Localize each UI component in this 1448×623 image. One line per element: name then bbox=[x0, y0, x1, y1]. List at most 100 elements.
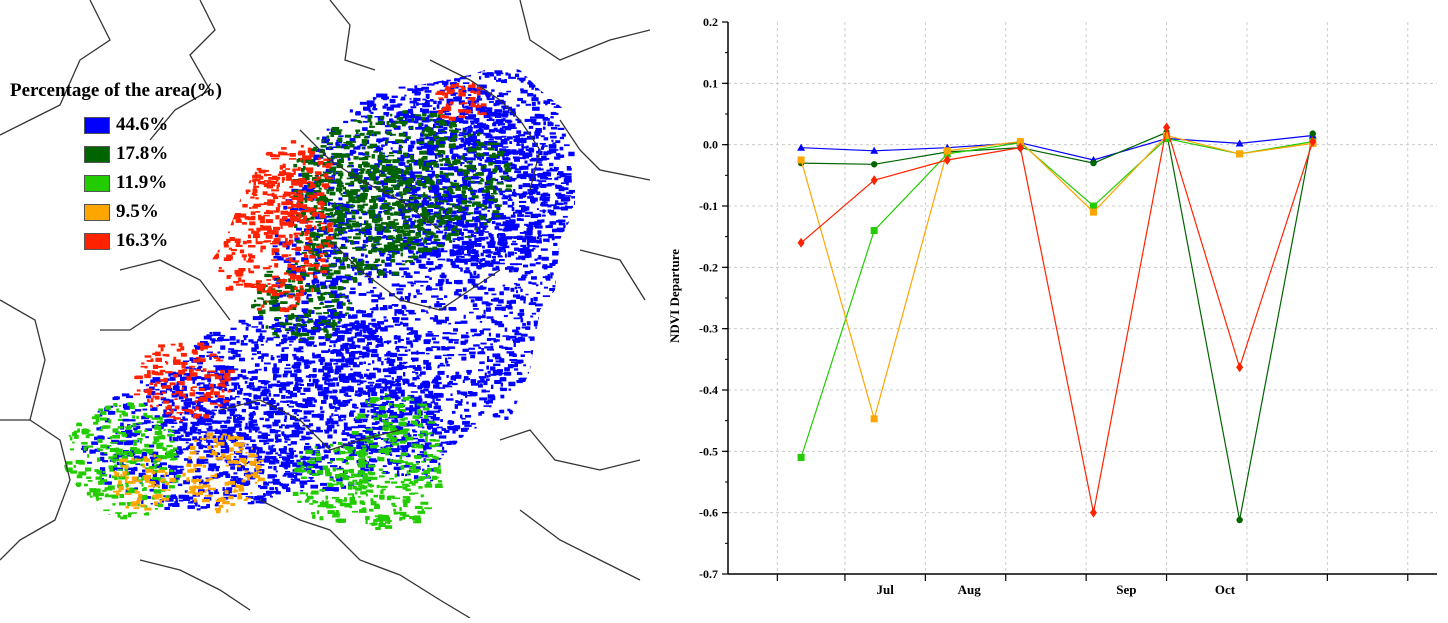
map-speckle bbox=[419, 451, 425, 454]
map-speckle bbox=[367, 375, 375, 378]
map-speckle bbox=[472, 255, 480, 258]
map-speckle bbox=[464, 339, 469, 342]
map-speckle bbox=[273, 490, 278, 494]
map-speckle bbox=[523, 152, 531, 156]
map-speckle bbox=[509, 263, 518, 266]
map-speckle bbox=[428, 269, 432, 272]
map-speckle bbox=[429, 138, 433, 141]
map-speckle bbox=[536, 114, 544, 119]
map-speckle bbox=[557, 296, 565, 301]
map-speckle bbox=[543, 200, 546, 203]
map-speckle bbox=[259, 439, 267, 443]
map-speckle bbox=[514, 282, 518, 285]
map-speckle bbox=[273, 330, 282, 333]
map-speckle bbox=[426, 261, 434, 266]
map-speckle bbox=[370, 403, 375, 408]
map-speckle bbox=[509, 141, 513, 144]
map-speckle bbox=[453, 265, 459, 269]
map-speckle bbox=[480, 342, 487, 345]
map-speckle bbox=[171, 402, 175, 407]
map-speckle bbox=[403, 236, 407, 240]
map-speckle bbox=[208, 491, 213, 495]
map-speckle bbox=[336, 424, 340, 427]
map-speckle bbox=[547, 238, 550, 243]
map-speckle bbox=[379, 389, 384, 394]
map-speckle bbox=[488, 129, 495, 133]
map-speckle bbox=[400, 246, 409, 250]
map-speckle bbox=[501, 346, 508, 349]
map-speckle bbox=[580, 313, 587, 317]
map-speckle bbox=[548, 322, 552, 325]
map-speckle bbox=[246, 385, 251, 389]
map-speckle bbox=[426, 410, 430, 414]
map-speckle bbox=[551, 236, 555, 241]
map-speckle bbox=[498, 323, 505, 328]
map-speckle bbox=[412, 430, 418, 433]
map-speckle bbox=[178, 396, 184, 400]
map-speckle bbox=[394, 115, 400, 119]
map-speckle bbox=[492, 212, 500, 216]
map-speckle bbox=[410, 282, 416, 285]
map-speckle bbox=[347, 157, 351, 161]
map-speckle bbox=[539, 415, 548, 417]
map-speckle bbox=[385, 155, 389, 158]
map-speckle bbox=[266, 459, 271, 462]
map-speckle bbox=[268, 384, 273, 389]
map-speckle bbox=[463, 376, 469, 381]
map-speckle bbox=[429, 277, 432, 280]
map-speckle bbox=[525, 393, 534, 396]
map-speckle bbox=[414, 171, 422, 174]
map-speckle bbox=[445, 193, 451, 195]
map-speckle bbox=[483, 278, 487, 283]
map-speckle bbox=[539, 210, 547, 212]
map-speckle bbox=[258, 356, 264, 359]
map-speckle bbox=[507, 224, 516, 228]
map-speckle bbox=[229, 411, 236, 415]
map-speckle bbox=[311, 279, 320, 284]
map-speckle bbox=[296, 430, 304, 434]
map-speckle bbox=[520, 318, 524, 323]
map-speckle bbox=[328, 233, 336, 236]
map-speckle bbox=[543, 151, 549, 156]
map-speckle bbox=[550, 272, 554, 276]
map-speckle bbox=[575, 363, 580, 366]
map-speckle bbox=[566, 222, 569, 225]
map-speckle bbox=[405, 110, 412, 114]
map-speckle bbox=[390, 120, 398, 125]
map-speckle bbox=[495, 439, 499, 442]
map-speckle bbox=[539, 186, 547, 188]
map-speckle bbox=[529, 152, 532, 154]
map-speckle bbox=[415, 186, 421, 191]
map-speckle bbox=[539, 341, 544, 345]
map-speckle bbox=[446, 375, 449, 378]
map-speckle bbox=[557, 127, 565, 130]
map-speckle bbox=[339, 205, 348, 207]
map-speckle bbox=[238, 414, 242, 417]
map-speckle bbox=[385, 271, 390, 273]
map-speckle bbox=[447, 354, 455, 357]
map-speckle bbox=[412, 371, 416, 373]
map-speckle bbox=[288, 447, 294, 452]
map-speckle bbox=[382, 465, 387, 468]
map-speckle bbox=[502, 221, 510, 226]
map-speckle bbox=[323, 341, 326, 344]
map-speckle bbox=[510, 243, 518, 246]
map-speckle bbox=[289, 340, 294, 343]
map-speckle bbox=[415, 337, 419, 341]
map-speckle bbox=[498, 190, 506, 193]
map-speckle bbox=[486, 241, 491, 245]
map-speckle bbox=[303, 249, 309, 252]
map-speckle bbox=[294, 475, 298, 479]
map-speckle bbox=[535, 128, 542, 132]
map-speckle bbox=[369, 384, 373, 387]
map-speckle bbox=[509, 359, 518, 361]
map-speckle bbox=[518, 134, 526, 137]
map-speckle bbox=[574, 200, 575, 205]
map-speckle bbox=[283, 259, 292, 263]
map-speckle bbox=[549, 169, 558, 172]
map-speckle bbox=[492, 261, 500, 265]
map-speckle bbox=[375, 146, 381, 151]
map-speckle bbox=[324, 429, 328, 432]
map-speckle bbox=[366, 100, 375, 105]
map-speckle bbox=[562, 215, 568, 218]
